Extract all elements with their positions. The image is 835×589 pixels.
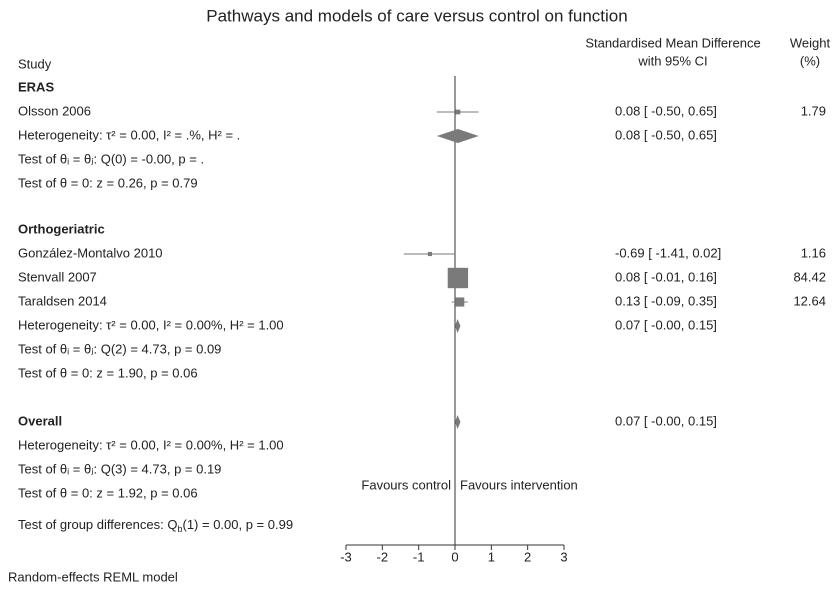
study-name: Taraldsen 2014 xyxy=(18,293,107,308)
test-stat: Test of θᵢ = θⱼ: Q(0) = -0.00, p = . xyxy=(18,151,204,166)
effect-label: 0.13 [ -0.09, 0.35] xyxy=(615,293,717,308)
column-header: Study xyxy=(18,56,52,71)
x-tick-label: 1 xyxy=(488,549,495,564)
test-stat: Test of θ = 0: z = 0.26, p = 0.79 xyxy=(18,175,198,190)
x-tick-label: -3 xyxy=(340,549,352,564)
test-stat: Test of θ = 0: z = 1.92, p = 0.06 xyxy=(18,485,198,500)
overall-name: Overall xyxy=(18,413,62,428)
x-tick-label: -1 xyxy=(413,549,425,564)
test-stat: Test of θᵢ = θⱼ: Q(2) = 4.73, p = 0.09 xyxy=(18,341,221,356)
weight-label: 84.42 xyxy=(793,269,826,284)
study-name: Stenvall 2007 xyxy=(18,269,97,284)
favours-label: Favours intervention xyxy=(460,477,578,492)
summary-diamond xyxy=(436,129,479,143)
column-header: (%) xyxy=(800,53,820,68)
study-marker xyxy=(427,251,433,257)
summary-diamond xyxy=(455,319,461,333)
group-test-part: Test of group differences: Q xyxy=(18,517,177,532)
column-header: with 95% CI xyxy=(637,53,707,68)
weight-label: 12.64 xyxy=(793,293,826,308)
study-marker xyxy=(447,267,469,289)
chart-title: Pathways and models of care versus contr… xyxy=(206,6,627,25)
x-tick-label: -2 xyxy=(377,549,389,564)
study-marker xyxy=(455,297,465,307)
test-stat: Test of θᵢ = θⱼ: Q(3) = 4.73, p = 0.19 xyxy=(18,461,221,476)
heterogeneity: Heterogeneity: τ² = 0.00, I² = 0.00%, H²… xyxy=(18,437,284,452)
summary-diamond xyxy=(455,415,461,429)
study-name: González-Montalvo 2010 xyxy=(18,245,163,260)
x-tick-label: 2 xyxy=(524,549,531,564)
effect-label: 0.07 [ -0.00, 0.15] xyxy=(615,317,717,332)
x-tick-label: 3 xyxy=(560,549,567,564)
effect-label: 0.08 [ -0.50, 0.65] xyxy=(615,127,717,142)
group-test-part: (1) = 0.00, p = 0.99 xyxy=(182,517,293,532)
column-header: Weight xyxy=(790,35,831,50)
column-header: Standardised Mean Difference xyxy=(585,35,760,50)
footnote: Random-effects REML model xyxy=(8,569,178,584)
study-name: Olsson 2006 xyxy=(18,103,91,118)
test-stat: Test of θ = 0: z = 1.90, p = 0.06 xyxy=(18,365,198,380)
study-marker xyxy=(455,109,461,115)
heterogeneity: Heterogeneity: τ² = 0.00, I² = .%, H² = … xyxy=(18,127,240,142)
effect-label: -0.69 [ -1.41, 0.02] xyxy=(615,245,721,260)
heterogeneity: Heterogeneity: τ² = 0.00, I² = 0.00%, H²… xyxy=(18,317,284,332)
group-name: ERAS xyxy=(18,79,54,94)
weight-label: 1.79 xyxy=(801,103,826,118)
group-test: Test of group differences: Qb(1) = 0.00,… xyxy=(18,517,293,534)
favours-label: Favours control xyxy=(361,477,451,492)
weight-label: 1.16 xyxy=(801,245,826,260)
effect-label: 0.08 [ -0.01, 0.16] xyxy=(615,269,717,284)
group-name: Orthogeriatric xyxy=(18,221,105,236)
x-tick-label: 0 xyxy=(451,549,458,564)
effect-label: 0.07 [ -0.00, 0.15] xyxy=(615,413,717,428)
effect-label: 0.08 [ -0.50, 0.65] xyxy=(615,103,717,118)
group-test-part: b xyxy=(177,524,182,534)
